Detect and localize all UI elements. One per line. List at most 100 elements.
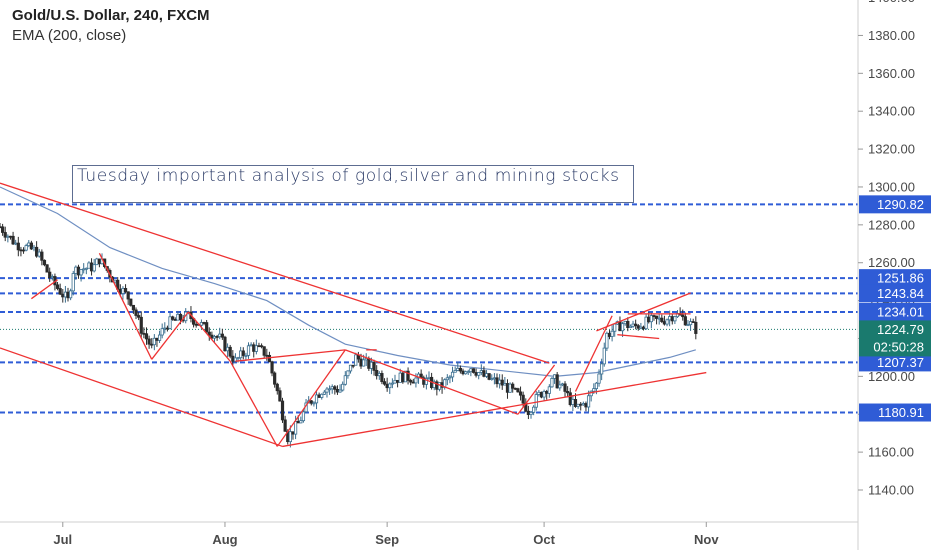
- candle-body: [618, 321, 622, 332]
- candle-body: [382, 381, 387, 385]
- candle-body: [545, 391, 549, 394]
- candle-body: [320, 393, 324, 398]
- candle-body: [654, 315, 659, 319]
- candle-body: [254, 345, 258, 352]
- candle-body: [550, 378, 554, 388]
- trendline[interactable]: [0, 182, 550, 364]
- candle-body: [178, 313, 183, 321]
- trendline[interactable]: [151, 311, 189, 360]
- trendline[interactable]: [187, 311, 231, 362]
- candle-body: [338, 389, 342, 393]
- candle-body: [301, 411, 306, 422]
- candle-body: [123, 288, 128, 293]
- candle-body: [605, 332, 609, 349]
- candle-body: [409, 380, 413, 383]
- candle-body: [97, 258, 102, 265]
- text-annotation[interactable]: Tuesday important analysis of gold,silve…: [72, 165, 634, 203]
- trendline[interactable]: [98, 252, 153, 360]
- candle-body: [576, 403, 580, 407]
- candle-body: [330, 386, 334, 390]
- candle-body: [558, 384, 562, 389]
- candle-body: [500, 379, 504, 386]
- trendline[interactable]: [617, 334, 660, 340]
- trendline[interactable]: [596, 292, 691, 332]
- candle-body: [516, 388, 520, 393]
- candle-body: [471, 368, 476, 373]
- trendline[interactable]: [282, 371, 707, 448]
- candle-body: [694, 321, 698, 334]
- candle-body: [225, 346, 230, 352]
- candle-body: [372, 361, 376, 371]
- chart-legend: Gold/U.S. Dollar, 240, FXCM EMA (200, cl…: [12, 6, 210, 46]
- candle-body: [3, 232, 7, 238]
- candle-body: [393, 379, 397, 384]
- candle-body: [270, 361, 274, 374]
- symbol-title[interactable]: Gold/U.S. Dollar, 240, FXCM: [12, 7, 210, 24]
- indicator-title[interactable]: EMA (200, close): [12, 27, 127, 44]
- candle-body: [657, 317, 661, 320]
- candle-body: [61, 293, 65, 298]
- candle-body: [63, 291, 67, 298]
- level-badge: [859, 403, 931, 422]
- candle-body: [194, 323, 198, 326]
- candle-body: [14, 242, 18, 245]
- candle-body: [647, 316, 651, 323]
- trendline[interactable]: [517, 364, 556, 415]
- candle-body: [584, 403, 588, 408]
- time-axis[interactable]: Jul Aug Sep Oct Nov: [0, 521, 858, 547]
- trendline[interactable]: [345, 349, 519, 415]
- candle-body: [563, 383, 567, 392]
- price-tick-label: 1380.00: [868, 28, 915, 43]
- candle-body: [521, 394, 525, 404]
- candle-body: [241, 350, 245, 356]
- candle-body: [683, 316, 687, 326]
- trendline[interactable]: [229, 360, 278, 447]
- candle-body: [273, 372, 277, 385]
- candle-body: [552, 374, 557, 379]
- level-badge: [859, 269, 931, 288]
- candle-body: [518, 391, 523, 396]
- candle-body: [626, 320, 630, 329]
- candle-body: [448, 376, 452, 379]
- candle-body: [142, 332, 146, 335]
- trendline[interactable]: [0, 347, 283, 448]
- candle-body: [160, 328, 164, 336]
- candle-body: [636, 325, 640, 329]
- candle-body: [681, 314, 685, 318]
- trendline[interactable]: [276, 349, 346, 447]
- ema-200-line[interactable]: [0, 186, 696, 378]
- candle-body: [406, 370, 410, 381]
- candle-body: [390, 382, 394, 385]
- candle-body: [212, 336, 217, 339]
- candle-body: [508, 383, 512, 393]
- candle-body: [348, 364, 353, 372]
- price-tick-label: 1340.00: [868, 104, 915, 119]
- candle-body: [40, 251, 44, 261]
- candle-body: [236, 357, 240, 360]
- candle-body: [45, 264, 49, 273]
- time-tick-label: Oct: [533, 532, 555, 547]
- candle-body: [262, 346, 266, 356]
- time-tick-label: Sep: [375, 532, 399, 547]
- candle-body: [359, 358, 363, 367]
- candle-body: [157, 334, 162, 341]
- trendline[interactable]: [235, 349, 346, 362]
- candle-body: [176, 313, 180, 321]
- candle-body: [152, 337, 156, 346]
- candle-body: [246, 345, 251, 356]
- candle-body: [670, 316, 674, 322]
- time-tick-label: Jul: [53, 532, 72, 547]
- candle-body: [346, 370, 350, 377]
- candle-body: [660, 317, 664, 322]
- candle-body: [76, 266, 81, 276]
- trendline[interactable]: [31, 279, 58, 300]
- trendlines[interactable]: [0, 182, 707, 448]
- candle-body: [450, 371, 455, 378]
- level-badge-label: 1251.86: [877, 271, 924, 286]
- trendline[interactable]: [574, 315, 613, 392]
- candle-body: [396, 379, 400, 383]
- candle-body: [37, 251, 41, 257]
- candle-body: [74, 266, 78, 274]
- candle-body: [322, 391, 326, 395]
